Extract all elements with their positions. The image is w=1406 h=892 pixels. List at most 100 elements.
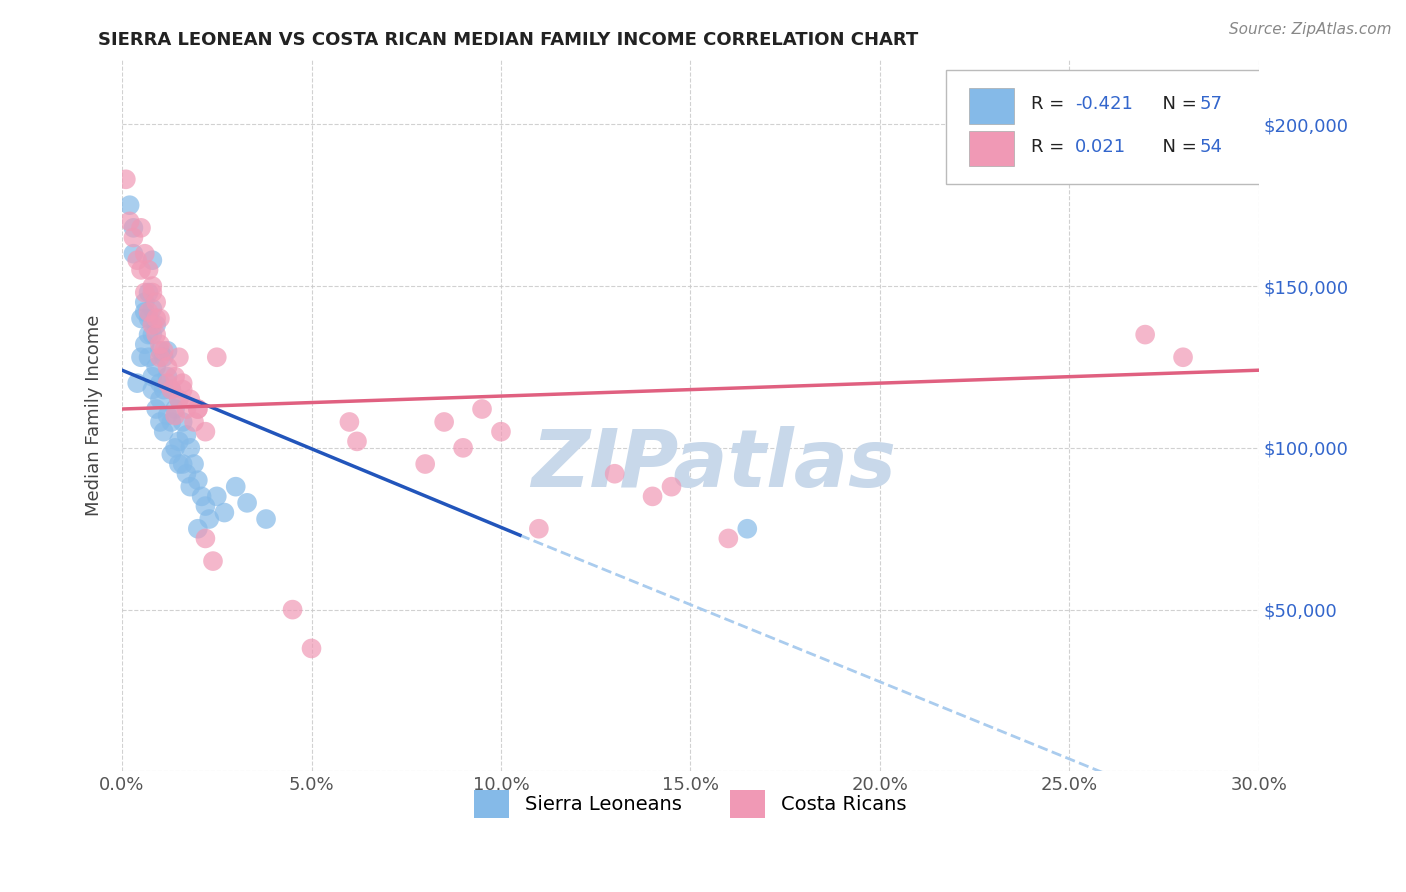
Point bbox=[149, 415, 172, 429]
Point bbox=[156, 359, 179, 374]
Legend: Sierra Leoneans, Costa Ricans: Sierra Leoneans, Costa Ricans bbox=[467, 782, 914, 826]
Point bbox=[179, 392, 201, 407]
Point bbox=[141, 383, 163, 397]
Point bbox=[187, 402, 209, 417]
Point bbox=[138, 311, 160, 326]
Point bbox=[145, 318, 167, 332]
Point bbox=[152, 383, 174, 397]
Point bbox=[1133, 327, 1156, 342]
Point bbox=[152, 351, 174, 365]
Point bbox=[160, 447, 183, 461]
Point bbox=[603, 467, 626, 481]
Text: SIERRA LEONEAN VS COSTA RICAN MEDIAN FAMILY INCOME CORRELATION CHART: SIERRA LEONEAN VS COSTA RICAN MEDIAN FAM… bbox=[98, 31, 918, 49]
Point bbox=[149, 392, 172, 407]
Point bbox=[172, 376, 194, 391]
Point bbox=[167, 457, 190, 471]
Text: R =: R = bbox=[1032, 95, 1070, 113]
Point bbox=[167, 351, 190, 365]
Point bbox=[190, 489, 212, 503]
Point bbox=[141, 285, 163, 300]
Text: ZIPatlas: ZIPatlas bbox=[530, 426, 896, 504]
Text: N =: N = bbox=[1152, 95, 1202, 113]
Point bbox=[735, 522, 758, 536]
Point bbox=[134, 337, 156, 351]
Point bbox=[134, 305, 156, 319]
Point bbox=[129, 220, 152, 235]
Point bbox=[145, 359, 167, 374]
Point bbox=[1171, 351, 1194, 365]
Point bbox=[149, 311, 172, 326]
Point bbox=[156, 409, 179, 423]
Point bbox=[115, 172, 138, 186]
Text: R =: R = bbox=[1032, 138, 1070, 156]
Point bbox=[527, 522, 550, 536]
Point bbox=[127, 253, 149, 268]
Point bbox=[122, 230, 145, 244]
FancyBboxPatch shape bbox=[969, 131, 1014, 167]
Point bbox=[165, 441, 187, 455]
Point bbox=[254, 512, 277, 526]
Text: N =: N = bbox=[1152, 138, 1202, 156]
Point bbox=[138, 263, 160, 277]
Point bbox=[346, 434, 368, 449]
Point bbox=[489, 425, 512, 439]
Point bbox=[187, 402, 209, 417]
Point bbox=[165, 409, 187, 423]
Point bbox=[167, 392, 190, 407]
Point bbox=[141, 279, 163, 293]
Text: 0.021: 0.021 bbox=[1074, 138, 1126, 156]
Point bbox=[156, 369, 179, 384]
Point bbox=[165, 402, 187, 417]
Point bbox=[194, 425, 217, 439]
Point bbox=[138, 351, 160, 365]
Point bbox=[127, 376, 149, 391]
Point bbox=[156, 343, 179, 358]
Point bbox=[194, 499, 217, 513]
Point bbox=[118, 214, 141, 228]
Point bbox=[152, 425, 174, 439]
Point bbox=[451, 441, 474, 455]
Point bbox=[129, 351, 152, 365]
Point bbox=[141, 369, 163, 384]
Point bbox=[149, 376, 172, 391]
Point bbox=[122, 220, 145, 235]
Point bbox=[205, 489, 228, 503]
Point bbox=[176, 467, 198, 481]
Point bbox=[149, 351, 172, 365]
Point bbox=[281, 602, 304, 616]
Point bbox=[149, 337, 172, 351]
Point bbox=[138, 327, 160, 342]
Point bbox=[187, 473, 209, 487]
Point bbox=[214, 506, 236, 520]
Point bbox=[187, 522, 209, 536]
Point bbox=[433, 415, 456, 429]
Point bbox=[172, 415, 194, 429]
FancyBboxPatch shape bbox=[969, 88, 1014, 124]
Point bbox=[301, 641, 323, 656]
Point bbox=[471, 402, 494, 417]
Point bbox=[145, 402, 167, 417]
Point bbox=[118, 198, 141, 212]
Point bbox=[160, 415, 183, 429]
Point bbox=[129, 311, 152, 326]
Point bbox=[236, 496, 259, 510]
Point bbox=[134, 246, 156, 260]
Point bbox=[138, 285, 160, 300]
Point bbox=[172, 457, 194, 471]
Point bbox=[138, 305, 160, 319]
Point bbox=[145, 327, 167, 342]
Point bbox=[149, 343, 172, 358]
Point bbox=[141, 318, 163, 332]
Point bbox=[160, 383, 183, 397]
Point bbox=[176, 402, 198, 417]
Point bbox=[661, 480, 683, 494]
Point bbox=[129, 263, 152, 277]
Point bbox=[156, 376, 179, 391]
Point bbox=[134, 295, 156, 310]
Point bbox=[141, 327, 163, 342]
Text: 57: 57 bbox=[1199, 95, 1223, 113]
Point bbox=[172, 383, 194, 397]
Point bbox=[183, 415, 205, 429]
Text: Source: ZipAtlas.com: Source: ZipAtlas.com bbox=[1229, 22, 1392, 37]
Point bbox=[152, 343, 174, 358]
